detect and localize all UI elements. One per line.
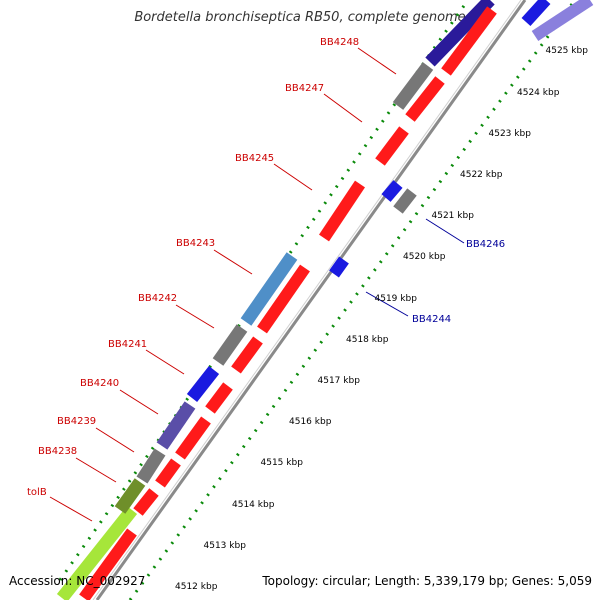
gene-BB4238[interactable]: [114, 478, 146, 514]
gene-label-bb4244[interactable]: BB4244: [412, 314, 452, 325]
gene-arrow[interactable]: [257, 264, 310, 334]
accession-label: Accession: NC_002927: [9, 574, 146, 588]
gene-BB4247[interactable]: [392, 62, 434, 110]
scale-tick-label: 4524 kbp: [517, 87, 560, 98]
gene-label-bb4248[interactable]: BB4248: [320, 37, 360, 48]
scale-tick-label: 4523 kbp: [488, 128, 531, 139]
scale-tick-label: 4512 kbp: [175, 582, 218, 592]
gene-BB4246-a[interactable]: [381, 180, 403, 202]
scale-tick-label: 4525 kbp: [545, 46, 588, 57]
scale-tick-label: 4522 kbp: [460, 170, 503, 180]
gene-tolB[interactable]: [56, 505, 138, 600]
forward-gene-band: [79, 6, 497, 600]
gene-arrow[interactable]: [175, 416, 211, 460]
gene-BB4242[interactable]: [212, 324, 248, 366]
gene-BB4244[interactable]: [329, 256, 349, 278]
gene-label-bb4238[interactable]: BB4238: [38, 446, 78, 457]
gene-arrow[interactable]: [375, 126, 409, 166]
scale-tick-label: 4516 kbp: [289, 417, 332, 428]
gene-reverse-top-b[interactable]: [531, 0, 594, 42]
gene-label-bb4241[interactable]: BB4241: [108, 339, 148, 350]
reverse-gene-band: [329, 0, 594, 278]
gene-BB4239[interactable]: [136, 448, 166, 484]
scale-tick-label: 4519 kbp: [374, 293, 417, 304]
gene-arrow[interactable]: [231, 336, 263, 374]
gene-BB4243[interactable]: [240, 252, 298, 326]
gene-arrow[interactable]: [405, 76, 445, 122]
map-title: Bordetella bronchiseptica RB50, complete…: [134, 10, 466, 25]
scale-tick-label: 4514 kbp: [232, 499, 275, 510]
gene-label-bb4243[interactable]: BB4243: [176, 238, 216, 249]
backbone-line-inner: [92, 0, 522, 600]
scale-tick-label: 4513 kbp: [203, 540, 246, 551]
gene-label-bb4242[interactable]: BB4242: [138, 293, 178, 304]
gene-arrow[interactable]: [319, 180, 365, 242]
gene-label-bb4240[interactable]: BB4240: [80, 378, 120, 389]
scale-tick-label: 4515 kbp: [260, 458, 303, 469]
scale-tick-label: 4518 kbp: [346, 334, 389, 345]
gene-BB4241[interactable]: [186, 365, 220, 403]
gene-label-bb4246[interactable]: BB4246: [466, 239, 506, 250]
label-leaders: [49, 47, 465, 522]
scale-tick-label: 4521 kbp: [431, 211, 474, 222]
gene-arrow[interactable]: [79, 528, 137, 600]
gene-BB4240[interactable]: [156, 401, 196, 450]
backbone-line: [95, 0, 527, 600]
gene-BB4248[interactable]: [425, 0, 495, 67]
gene-label-bb4239[interactable]: BB4239: [57, 416, 97, 427]
gene-arrow[interactable]: [441, 6, 497, 76]
inner-tick-ring: [128, 0, 577, 600]
scale-tick-label: 4520 kbp: [403, 252, 446, 263]
gene-arrow[interactable]: [133, 488, 159, 516]
gene-label-bb4245[interactable]: BB4245: [235, 153, 275, 164]
gene-arrow[interactable]: [155, 458, 181, 488]
scale-tick-label: 4517 kbp: [317, 376, 360, 386]
outer-gene-band: [56, 0, 495, 600]
gene-label-tolb[interactable]: tolB: [27, 487, 47, 498]
gene-arrow[interactable]: [205, 382, 233, 414]
gene-label-bb4247[interactable]: BB4247: [285, 83, 325, 94]
gene-reverse-top[interactable]: [521, 0, 551, 27]
topology-label: Topology: circular; Length: 5,339,179 bp…: [262, 574, 592, 588]
gene-BB4246-b[interactable]: [393, 188, 417, 214]
